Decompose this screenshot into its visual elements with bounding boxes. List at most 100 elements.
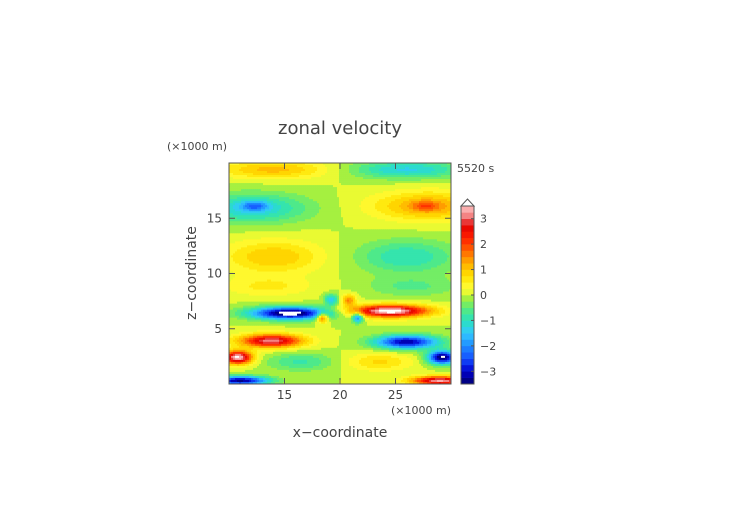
contour-cell (315, 185, 318, 188)
contour-cell (443, 177, 446, 180)
contour-cell (327, 163, 330, 166)
contour-cell (301, 177, 304, 180)
contour-cell (319, 167, 322, 170)
contour-cell (279, 197, 282, 200)
contour-cell (283, 171, 286, 174)
contour-cell (293, 221, 296, 224)
contour-cell (427, 229, 430, 232)
contour-cell (259, 217, 262, 220)
contour-cell (249, 231, 252, 234)
contour-cell (353, 191, 356, 194)
contour-cell (321, 163, 324, 166)
contour-cell (405, 171, 408, 174)
contour-cell (397, 243, 400, 246)
contour-cell (439, 249, 442, 252)
contour-cell (435, 189, 438, 192)
contour-cell (263, 191, 266, 194)
contour-cell (413, 215, 416, 218)
contour-cell (383, 241, 386, 244)
contour-cell (277, 215, 280, 218)
contour-cell (337, 231, 340, 234)
contour-cell (425, 185, 428, 188)
contour-cell (295, 177, 298, 180)
contour-cell (271, 221, 274, 224)
contour-cell (331, 177, 334, 180)
contour-cell (247, 193, 250, 196)
contour-cell (293, 235, 296, 238)
contour-cell (251, 195, 254, 198)
contour-cell (323, 251, 326, 254)
contour-cell (325, 167, 328, 170)
contour-cell (277, 219, 280, 222)
contour-cell (255, 217, 258, 220)
contour-cell (261, 213, 264, 216)
contour-cell (433, 227, 436, 230)
contour-cell (277, 217, 280, 220)
contour-cell (283, 243, 286, 246)
contour-cell (343, 163, 346, 166)
contour-cell (287, 195, 290, 198)
contour-cell (393, 207, 396, 210)
contour-cell (403, 239, 406, 242)
contour-cell (233, 189, 236, 192)
contour-cell (315, 201, 318, 204)
contour-cell (321, 193, 324, 196)
contour-cell (393, 199, 396, 202)
contour-cell (277, 167, 280, 170)
contour-cell (413, 239, 416, 242)
contour-cell (231, 241, 234, 244)
contour-cell (329, 233, 332, 236)
contour-cell (331, 195, 334, 198)
contour-cell (427, 177, 430, 180)
contour-cell (309, 213, 312, 216)
contour-cell (243, 205, 246, 208)
contour-cell (429, 179, 432, 182)
contour-cell (389, 171, 392, 174)
contour-cell (385, 211, 388, 214)
contour-cell (381, 201, 384, 204)
contour-cell (443, 217, 446, 220)
contour-cell (411, 199, 414, 202)
contour-cell (319, 171, 322, 174)
contour-cell (249, 243, 252, 246)
contour-cell (413, 245, 416, 248)
contour-cell (275, 183, 278, 186)
contour-cell (259, 227, 262, 230)
contour-cell (283, 237, 286, 240)
contour-cell (375, 193, 378, 196)
contour-cell (379, 245, 382, 248)
contour-cell (309, 207, 312, 210)
contour-cell (359, 215, 362, 218)
contour-cell (307, 189, 310, 192)
contour-cell (343, 173, 346, 176)
contour-cell (393, 203, 396, 206)
contour-cell (305, 211, 308, 214)
contour-cell (287, 239, 290, 242)
contour-cell (303, 243, 306, 246)
contour-cell (343, 185, 346, 188)
contour-cell (443, 193, 446, 196)
contour-cell (393, 189, 396, 192)
contour-cell (361, 179, 364, 182)
contour-cell (277, 169, 280, 172)
contour-cell (383, 175, 386, 178)
contour-cell (429, 215, 432, 218)
contour-cell (313, 231, 316, 234)
contour-cell (337, 229, 340, 232)
contour-cell (315, 247, 318, 250)
contour-cell (311, 197, 314, 200)
contour-cell (255, 187, 258, 190)
contour-cell (299, 181, 302, 184)
contour-cell (377, 177, 380, 180)
contour-cell (321, 191, 324, 194)
contour-cell (249, 241, 252, 244)
contour-cell (337, 245, 340, 248)
contour-cell (387, 213, 390, 216)
contour-cell (423, 201, 426, 204)
contour-cell (357, 181, 360, 184)
contour-cell (235, 217, 238, 220)
contour-cell (305, 207, 308, 210)
contour-cell (353, 231, 356, 234)
contour-cell (345, 207, 348, 210)
contour-cell (293, 227, 296, 230)
